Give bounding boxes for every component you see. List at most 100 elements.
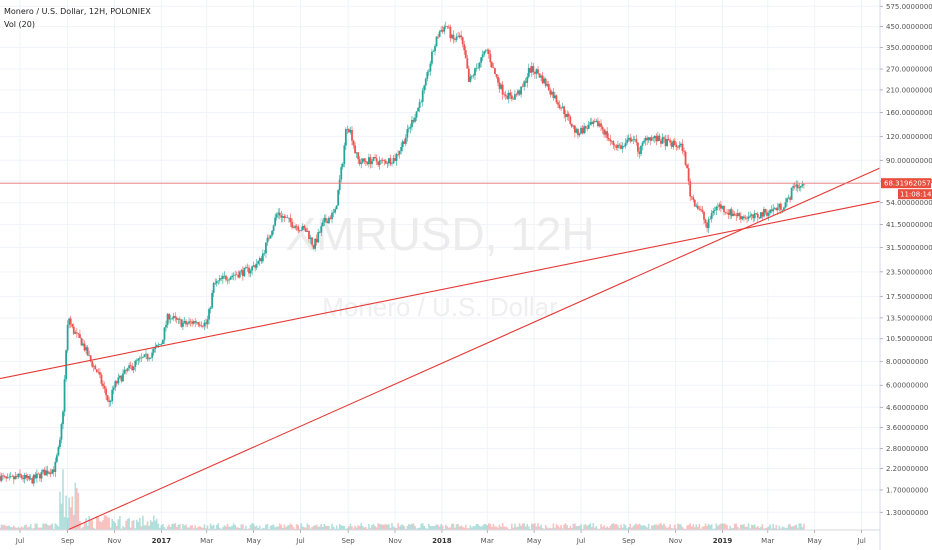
volume-bar — [238, 528, 241, 530]
candle-body — [384, 160, 387, 164]
volume-bar — [106, 516, 109, 530]
candle-body — [601, 126, 604, 130]
volume-bar — [145, 525, 147, 530]
candle-body — [28, 475, 31, 480]
volume-bar — [354, 525, 356, 530]
volume-bar — [438, 526, 441, 530]
volume-bar — [689, 523, 691, 530]
time-axis[interactable]: Jul Sep Nov 2017 Mar May Jul Sep Nov 2018 Mar May Ju… — [0, 529, 880, 545]
candle-body — [434, 46, 436, 52]
candle-body — [534, 72, 536, 74]
candle-body — [297, 226, 300, 231]
candle-body — [403, 141, 406, 144]
candle-body — [231, 275, 234, 278]
volume-bar — [282, 527, 284, 530]
volume-bar — [51, 523, 54, 530]
candle-body — [549, 90, 552, 95]
volume-bar — [97, 517, 100, 530]
volume-bar — [232, 523, 235, 530]
volume-bar — [572, 523, 575, 530]
candle-body — [32, 474, 35, 484]
candle-body — [387, 158, 390, 164]
volume-bar — [769, 524, 771, 530]
volume-bar — [574, 523, 576, 530]
volume-bar — [237, 527, 240, 530]
volume-bar — [68, 497, 70, 530]
candle-body — [195, 322, 198, 323]
volume-bar — [177, 525, 180, 530]
candle-body — [43, 469, 46, 476]
volume-bar — [139, 517, 141, 530]
time-tick-label: Nov — [669, 537, 683, 545]
volume-bar — [352, 528, 355, 530]
candle-body — [775, 207, 778, 211]
candle-body — [165, 324, 167, 328]
time-tick-label: May — [527, 537, 541, 545]
trendline[interactable] — [0, 200, 881, 380]
volume-bar — [297, 525, 300, 530]
volume-bar — [380, 524, 383, 530]
trendlines[interactable] — [0, 167, 881, 531]
symbol-title[interactable]: Monero / U.S. Dollar, 12H, POLONIEX — [4, 7, 151, 16]
candle-body — [750, 214, 753, 216]
candle-body — [248, 267, 250, 274]
candle-body — [37, 473, 40, 475]
volume-bar — [603, 525, 605, 530]
candle-body — [303, 225, 306, 229]
candle-body — [254, 265, 257, 268]
candle-body — [39, 473, 41, 479]
candle-body — [535, 69, 538, 74]
candle-body — [94, 365, 97, 370]
candle-body — [79, 334, 81, 338]
candle-body — [440, 30, 443, 32]
volume-bar — [527, 526, 530, 530]
volume-bar — [306, 523, 309, 530]
candle-body — [363, 158, 366, 162]
volume-bar — [120, 528, 123, 530]
price-axis[interactable]: 1.30000000 1.70000000 2.20000000 2.80000000… — [879, 0, 932, 550]
volume-bar — [598, 528, 601, 530]
time-tick-label: Jul — [856, 537, 866, 545]
candle-body — [291, 222, 293, 228]
volume-bar — [475, 523, 478, 530]
volume-bar — [16, 527, 18, 530]
volume-bar — [277, 526, 280, 530]
price-tick-label: 120.00000000 — [886, 133, 932, 141]
volume-indicator-label[interactable]: Vol (20) — [4, 20, 35, 29]
volume-bar — [670, 528, 673, 530]
candle-body — [122, 373, 124, 382]
volume-bar — [780, 528, 782, 530]
trendline[interactable] — [67, 167, 881, 531]
candle-body — [457, 36, 459, 38]
volume-bar — [337, 528, 339, 530]
candle-body — [451, 34, 453, 39]
candle-body — [790, 187, 793, 200]
candle-body — [326, 221, 329, 224]
volume-bar — [191, 525, 193, 530]
candle-body — [435, 36, 438, 47]
volume-bar — [398, 526, 401, 530]
candle-body — [351, 130, 353, 141]
candle-body — [721, 206, 724, 209]
volume-bar — [303, 527, 306, 530]
candle-body — [546, 84, 549, 86]
candle-body — [166, 313, 169, 325]
volume-bar — [461, 526, 464, 530]
volume-bar — [501, 523, 504, 530]
volume-bar — [796, 528, 799, 530]
candle-body — [761, 212, 764, 217]
countdown-label: 11:08:14 — [900, 191, 932, 199]
candle-body — [423, 85, 426, 91]
volume-bar — [389, 527, 392, 530]
volume-bar — [378, 523, 381, 530]
volume-bar — [581, 528, 584, 530]
candle-body — [311, 237, 313, 245]
volume-bar — [481, 525, 484, 530]
candle-body — [117, 377, 120, 384]
candle-body — [610, 141, 613, 142]
volume-bar — [460, 525, 462, 530]
volume-bar — [211, 525, 213, 530]
volume-bar — [323, 524, 326, 530]
time-tick-label: 2019 — [713, 537, 733, 545]
